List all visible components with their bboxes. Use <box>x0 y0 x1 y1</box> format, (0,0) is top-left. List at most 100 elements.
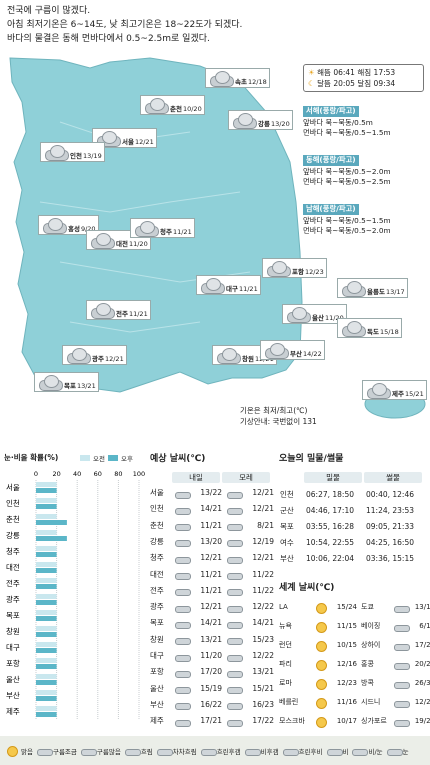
cloud-icon <box>174 505 191 515</box>
cloud-icon <box>226 619 243 629</box>
rain-tick-label: 80 <box>114 470 122 478</box>
cloud-icon <box>226 668 243 678</box>
world-temp: 20/28 <box>414 660 430 668</box>
rain-city-label: 울산 <box>6 674 20 684</box>
city-gangneung: 강릉 13/20 <box>228 110 293 130</box>
forecast-dayafter: 17/22 <box>252 716 274 726</box>
forecast-tomorrow: 15/19 <box>200 683 222 693</box>
rain-tick-label: 40 <box>73 470 81 478</box>
forecast-tomorrow: 11/21 <box>200 569 222 579</box>
cloud-icon <box>65 347 91 364</box>
cloud-icon <box>226 603 243 613</box>
sun-moon-box: ☀ 해뜸 06:41 해짐 17:53 ☾ 달뜸 20:05 달짐 09:34 <box>303 64 424 92</box>
rain-city-label: 대전 <box>6 562 20 572</box>
forecast-tomorrow: 16/22 <box>200 699 222 709</box>
forecast-city: 광주 <box>150 602 164 612</box>
weather-icon <box>393 660 410 670</box>
world-row: 모스크바 10/17 싱가포르 19/29 <box>279 716 430 728</box>
wave-west: 서해(풍랑/파고) 앞바다 북~북동/0.5m 먼바다 북~북동/0.5~1.5… <box>303 106 391 137</box>
forecast-city: 제주 <box>150 716 164 726</box>
tide-out: 11:24, 23:53 <box>366 506 414 515</box>
world-city: 뉴욕 <box>279 622 292 630</box>
legend-swatch-pm <box>107 455 118 461</box>
rain-city-label: 대구 <box>6 643 20 652</box>
cloud-icon <box>174 603 191 613</box>
forecast-tomorrow: 17/21 <box>200 716 222 726</box>
world-city: 시드니 <box>361 698 381 706</box>
rain-city-label: 전주 <box>6 578 20 588</box>
world-row: 베를린 11/16 시드니 12/26 <box>279 697 430 709</box>
weather-icon <box>313 716 329 728</box>
rain-city-label: 서울 <box>6 483 20 492</box>
cloud-icon <box>174 635 191 646</box>
cloud-icon <box>174 586 191 597</box>
forecast-row: 목포 14/21 14/21 <box>150 617 274 629</box>
world-row: 로마 12/23 방콕 26/34 <box>279 678 430 690</box>
tide-out: 03:36, 15:15 <box>366 554 414 563</box>
tide-city: 부산 <box>280 554 294 563</box>
city-ulleungdo: 울릉도 13/17 <box>337 278 408 298</box>
weather-icon <box>36 746 53 756</box>
rain-legend: 오전 오후 <box>80 453 133 463</box>
rain-bar-pm <box>36 552 57 557</box>
cloud-icon <box>215 347 241 364</box>
world-row: 뉴욕 11/15 베이징 6/17 <box>279 621 430 633</box>
world-row: 파리 12/16 홍콩 20/28 <box>279 659 430 671</box>
forecast-tomorrow: 14/21 <box>200 618 222 628</box>
forecast-city: 청주 <box>150 553 164 563</box>
world-city: 홍콩 <box>361 660 374 668</box>
rain-city-label: 청주 <box>6 547 20 556</box>
forecast-dayafter: 13/21 <box>252 667 274 677</box>
city-seoul: 서울 12/21 <box>92 128 157 148</box>
legend-item: 구름조금 <box>36 746 77 756</box>
weather-icon <box>200 746 217 756</box>
rain-bar-pm <box>36 488 57 493</box>
forecast-title: 예상 날씨(℃) <box>150 454 206 464</box>
cloud-icon <box>340 320 366 337</box>
forecast-city: 춘천 <box>150 520 164 530</box>
legend-item: 비/눈 <box>351 746 383 756</box>
cloud-icon <box>174 521 191 532</box>
tide-col-in: 밀물 <box>304 472 362 483</box>
cloud-icon <box>226 489 243 499</box>
city-pohang: 포항 12/23 <box>262 258 327 278</box>
rain-city-label: 춘천 <box>6 514 20 524</box>
tide-row: 여수 10:54, 22:55 04:25, 16:50 <box>280 537 426 548</box>
weather-legend: 맑음 구름조금 구름많음 흐림 차차흐림 흐린후갬 비후갬 흐린후비 비 비/눈 눈 <box>0 736 430 765</box>
cloud-icon <box>95 130 121 147</box>
weather-icon <box>393 698 410 708</box>
weather-icon <box>393 679 410 689</box>
cloud-icon <box>174 684 191 695</box>
rain-city-label: 창원 <box>6 627 20 636</box>
rain-bar-am <box>36 546 57 551</box>
city-ulsan: 울산 11/20 <box>282 304 347 324</box>
city-incheon: 인천 13/19 <box>40 142 105 162</box>
forecast-dayafter: 12/21 <box>252 488 274 497</box>
forecast-city: 목포 <box>150 618 164 628</box>
rain-bar-pm <box>36 568 57 573</box>
forecast-city: 강릉 <box>150 536 164 546</box>
rain-bar-am <box>36 674 57 679</box>
city-jeonju: 전주 11/21 <box>86 300 151 320</box>
tide-city: 인천 <box>280 490 294 499</box>
forecast-city: 전주 <box>150 585 164 595</box>
tide-in: 06:27, 18:50 <box>306 490 354 499</box>
tide-in: 03:55, 16:28 <box>306 522 354 531</box>
rain-bar-am <box>36 562 57 567</box>
forecast-city: 인천 <box>150 504 164 514</box>
forecast-city: 창원 <box>150 634 164 644</box>
forecast-tomorrow: 11/21 <box>200 520 222 530</box>
legend-item: 비후갬 <box>244 746 279 756</box>
world-city: 싱가포르 <box>361 717 387 725</box>
forecast-row: 인천 14/21 12/21 <box>150 503 274 515</box>
cloud-icon <box>143 97 169 114</box>
cloud-icon <box>226 570 243 580</box>
forecast-tomorrow: 11/21 <box>200 585 222 595</box>
weather-icon <box>351 746 369 756</box>
cloud-icon <box>226 652 243 662</box>
forecast-dayafter: 15/23 <box>252 634 274 644</box>
cloud-icon <box>133 220 159 237</box>
world-temp: 12/23 <box>336 679 357 687</box>
weather-icon <box>80 746 97 756</box>
forecast-row: 울산 15/19 15/21 <box>150 683 274 695</box>
